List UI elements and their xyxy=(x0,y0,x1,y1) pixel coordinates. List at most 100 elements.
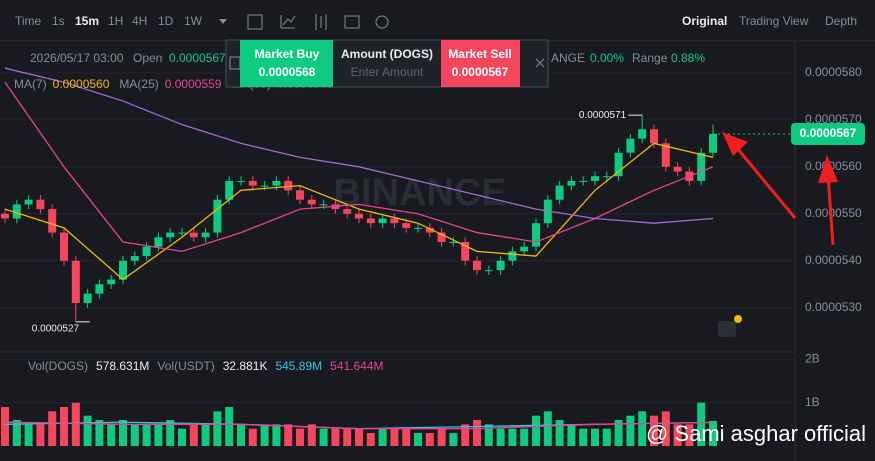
info-label: Open xyxy=(133,51,162,65)
volume-bar xyxy=(390,428,399,446)
icon-indicator[interactable] xyxy=(280,15,296,29)
sell-button[interactable] xyxy=(441,40,520,87)
volume-bar xyxy=(378,428,387,446)
volume-bar xyxy=(83,415,92,446)
volume-bar xyxy=(437,428,446,446)
amount-input[interactable]: Enter Amount xyxy=(351,65,424,79)
candle-body xyxy=(555,185,564,200)
volume-bar xyxy=(602,428,611,446)
last-price-label: 0.0000567 xyxy=(800,126,857,140)
tab[interactable]: Original xyxy=(682,14,727,28)
volume-bar xyxy=(709,420,717,446)
volume-bar xyxy=(60,407,68,446)
candle-body xyxy=(248,180,257,186)
toolbar-item[interactable]: 1s xyxy=(52,14,65,28)
candle-body xyxy=(343,209,352,214)
volume-bar xyxy=(555,420,564,446)
arrow-head xyxy=(722,132,748,156)
legend-name: MA(25) xyxy=(119,77,158,91)
volume-bar xyxy=(119,420,127,446)
candle-body xyxy=(390,218,399,224)
tab[interactable]: Trading View xyxy=(739,14,809,28)
candle-body xyxy=(461,241,470,261)
candle-body xyxy=(532,223,540,247)
volume-legend-name: Vol(DOGS) xyxy=(28,359,88,373)
candle-body xyxy=(130,256,139,261)
candle-body xyxy=(697,152,706,181)
toolbar-item[interactable]: 1H xyxy=(108,14,123,28)
icon-settings[interactable] xyxy=(344,15,360,29)
volume-bar xyxy=(12,420,21,446)
last-price-badge xyxy=(791,122,865,145)
candle-body xyxy=(48,209,57,233)
close-icon[interactable] xyxy=(535,58,545,68)
ma-line xyxy=(4,67,714,224)
candle-body xyxy=(307,199,316,205)
candle-body xyxy=(272,180,281,186)
volume-bar xyxy=(532,415,540,446)
low-label: 0.0000527 xyxy=(32,323,80,334)
tab[interactable]: Depth xyxy=(825,14,857,28)
y-tick-label: 0.0000530 xyxy=(805,300,862,314)
candle-body xyxy=(579,180,588,182)
y-tick-label: 1B xyxy=(805,395,820,409)
arrow-head xyxy=(818,155,838,183)
candle-body xyxy=(284,180,293,191)
ma-line xyxy=(4,142,714,281)
buy-button[interactable] xyxy=(240,40,333,87)
volume-bar xyxy=(484,424,493,446)
icon-more[interactable] xyxy=(375,15,389,29)
volume-bar xyxy=(213,411,222,446)
candle-body xyxy=(355,213,363,219)
candle-body xyxy=(213,199,222,233)
candle-body xyxy=(366,218,375,224)
info-value: 0.88% xyxy=(671,51,705,65)
candle-body xyxy=(225,180,234,200)
candle-body xyxy=(638,129,647,139)
volume-bar xyxy=(331,428,340,446)
volume-bar xyxy=(626,415,635,446)
info-date: 2026/05/17 03:00 xyxy=(30,51,124,65)
toolbar-item[interactable]: 1W xyxy=(184,14,203,28)
volume-legend-value: 32.881K xyxy=(223,359,268,373)
candle-body xyxy=(626,138,635,153)
volume-bar xyxy=(520,428,529,446)
volume-bar xyxy=(95,420,104,446)
volume-bar xyxy=(272,424,281,446)
volume-legend-value: 541.644M xyxy=(330,359,383,373)
legend-name: MA(7) xyxy=(14,77,47,91)
volume-bar xyxy=(166,420,175,446)
info-label: ANGE xyxy=(551,51,585,65)
icon-candle[interactable] xyxy=(315,14,327,30)
candle-body xyxy=(319,204,328,206)
buy-price: 0.0000568 xyxy=(259,65,316,79)
candle-body xyxy=(673,166,682,172)
volume-bar xyxy=(543,411,552,446)
toolbar-item[interactable]: Time xyxy=(15,14,42,28)
candle-body xyxy=(602,176,611,178)
volume-bar xyxy=(650,415,658,446)
notification-dot xyxy=(734,315,742,323)
icon-calendar[interactable] xyxy=(247,14,263,30)
toolbar-item[interactable]: 15m xyxy=(75,14,99,28)
arrow xyxy=(826,174,835,246)
info-value: 0.00% xyxy=(590,51,624,65)
candle-body xyxy=(449,241,458,243)
y-tick-label: 0.0000570 xyxy=(805,112,862,126)
candle-body xyxy=(201,232,210,238)
candle-body xyxy=(661,143,670,167)
toolbar-item[interactable]: 1D xyxy=(158,14,174,28)
volume-bar xyxy=(284,424,293,446)
dropdown-icon[interactable] xyxy=(219,19,227,24)
volume-bar xyxy=(496,428,505,446)
chart-tool-icon[interactable] xyxy=(718,321,736,337)
volume-bar xyxy=(307,424,316,446)
y-tick-label: 0.0000540 xyxy=(805,253,862,267)
candle-body xyxy=(71,260,80,304)
candle-body xyxy=(60,232,68,261)
candle-body xyxy=(142,246,151,257)
toolbar-item[interactable]: 4H xyxy=(132,14,147,28)
candle-body xyxy=(1,213,9,219)
volume-bar xyxy=(154,424,163,446)
candle-body xyxy=(520,246,529,252)
